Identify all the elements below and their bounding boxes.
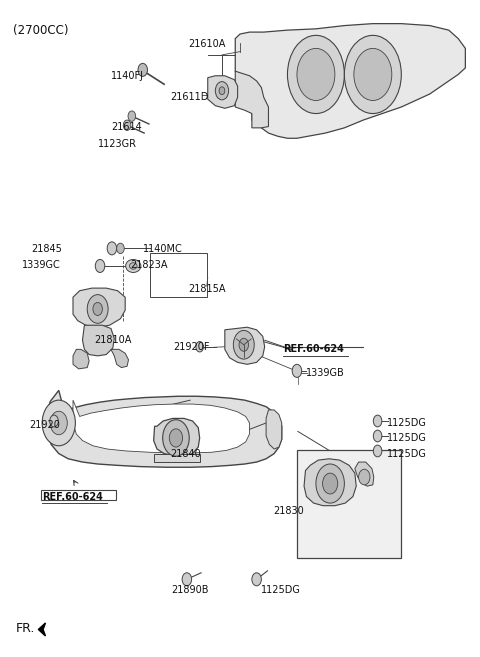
Text: 21830: 21830 (273, 506, 304, 516)
Text: 1339GC: 1339GC (22, 260, 60, 270)
Circle shape (93, 302, 102, 315)
Text: 1125DG: 1125DG (387, 418, 427, 428)
Text: 1125DG: 1125DG (387, 433, 427, 443)
Circle shape (117, 243, 124, 254)
Circle shape (128, 111, 136, 122)
Circle shape (50, 411, 67, 435)
Text: 21840: 21840 (170, 449, 201, 459)
Polygon shape (154, 419, 200, 455)
Polygon shape (225, 327, 264, 365)
Text: 21823A: 21823A (130, 260, 168, 270)
Circle shape (169, 429, 182, 447)
Polygon shape (355, 462, 374, 486)
Polygon shape (208, 76, 238, 108)
Circle shape (216, 81, 228, 100)
Polygon shape (235, 71, 268, 128)
Text: 21610A: 21610A (188, 39, 225, 49)
Text: 1123GR: 1123GR (97, 139, 137, 149)
Polygon shape (47, 390, 282, 467)
Circle shape (123, 120, 131, 131)
Circle shape (354, 49, 392, 101)
Polygon shape (73, 350, 89, 369)
Circle shape (107, 242, 117, 255)
Circle shape (96, 260, 105, 273)
Circle shape (373, 445, 382, 457)
Circle shape (42, 400, 75, 445)
Bar (154, 454, 200, 462)
Circle shape (373, 430, 382, 442)
Circle shape (182, 573, 192, 586)
Circle shape (196, 342, 204, 352)
Circle shape (373, 415, 382, 427)
Circle shape (163, 420, 189, 456)
Polygon shape (235, 24, 466, 138)
Circle shape (233, 330, 254, 359)
Circle shape (344, 35, 401, 114)
Circle shape (316, 464, 344, 503)
Text: 21845: 21845 (31, 244, 62, 254)
Polygon shape (73, 400, 250, 453)
Circle shape (288, 35, 344, 114)
Text: 21611D: 21611D (171, 92, 209, 102)
Circle shape (292, 365, 301, 377)
Text: 21815A: 21815A (188, 284, 225, 294)
Ellipse shape (126, 260, 141, 273)
Polygon shape (304, 459, 356, 506)
Bar (297, 450, 401, 558)
Circle shape (219, 87, 225, 95)
Text: 21920F: 21920F (174, 342, 210, 351)
Text: FR.: FR. (16, 622, 36, 635)
Circle shape (297, 49, 335, 101)
Text: REF.60-624: REF.60-624 (42, 491, 103, 501)
Text: 1125DG: 1125DG (387, 449, 427, 459)
Polygon shape (111, 350, 129, 367)
Text: 1140FJ: 1140FJ (111, 71, 144, 81)
Bar (150, 253, 207, 297)
Text: 21810A: 21810A (94, 335, 131, 345)
Circle shape (323, 473, 338, 494)
Polygon shape (38, 623, 46, 636)
Bar (41, 490, 116, 501)
Text: REF.60-624: REF.60-624 (283, 344, 344, 354)
Text: 21920: 21920 (29, 420, 60, 430)
Polygon shape (73, 288, 125, 327)
Text: 21614: 21614 (111, 122, 142, 131)
Circle shape (138, 63, 147, 76)
Text: 21890B: 21890B (172, 585, 209, 595)
Text: 1125DG: 1125DG (261, 585, 301, 595)
Ellipse shape (130, 263, 137, 269)
Polygon shape (83, 325, 114, 356)
Text: 1339GB: 1339GB (306, 368, 345, 378)
Circle shape (50, 415, 58, 427)
Circle shape (87, 294, 108, 323)
Circle shape (252, 573, 261, 586)
Text: 1140MC: 1140MC (143, 244, 182, 254)
Circle shape (239, 338, 249, 351)
Polygon shape (266, 410, 282, 449)
Text: (2700CC): (2700CC) (13, 24, 69, 37)
Circle shape (359, 469, 370, 485)
